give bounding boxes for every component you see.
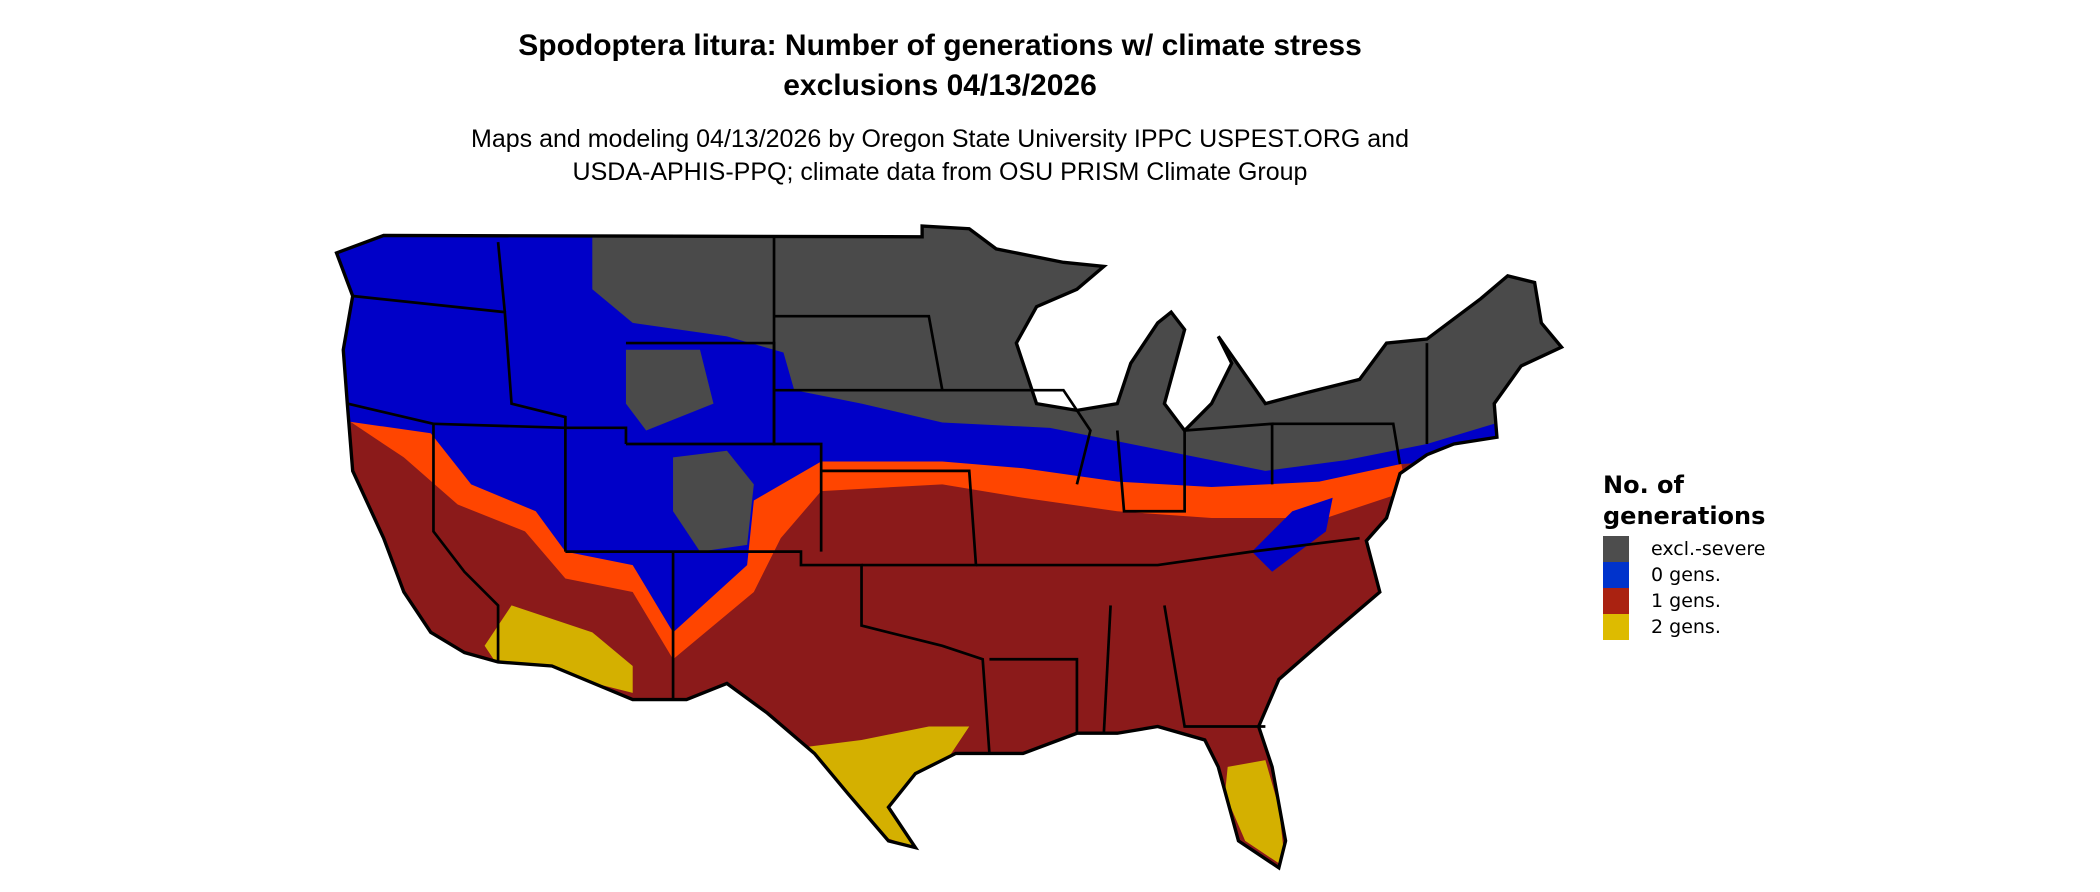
legend-item-excl-severe: excl.-severe	[1603, 536, 1766, 562]
state-borders	[347, 236, 1429, 754]
legend-label: 2 gens.	[1651, 616, 1721, 638]
map-title-line1: Spodoptera litura: Number of generations…	[518, 29, 1362, 62]
legend-item-2-gens: 2 gens.	[1603, 614, 1766, 640]
legend-swatch	[1603, 588, 1629, 614]
legend-item-0-gens: 0 gens.	[1603, 562, 1766, 588]
legend-label: excl.-severe	[1651, 538, 1766, 560]
legend-swatch	[1603, 614, 1629, 640]
map-subtitle-line1: Maps and modeling 04/13/2026 by Oregon S…	[471, 125, 1409, 153]
legend-item-1-gens: 1 gens.	[1603, 588, 1766, 614]
legend-title-line2: generations	[1603, 502, 1766, 530]
map-subtitle-line2: USDA-APHIS-PPQ; climate data from OSU PR…	[572, 158, 1308, 186]
legend-swatch	[1603, 536, 1629, 562]
map-title-line2: exclusions 04/13/2026	[783, 69, 1097, 102]
legend-swatch	[1603, 562, 1629, 588]
region-2-gen-texas	[807, 726, 970, 848]
legend: No. of generations excl.-severe 0 gens. …	[1603, 470, 1766, 640]
legend-label: 1 gens.	[1651, 590, 1721, 612]
region-excl-severe-idaho	[625, 349, 714, 431]
legend-title-line1: No. of	[1603, 471, 1684, 499]
region-0-gen-appalachia	[1251, 497, 1333, 572]
region-2-gen-florida	[1225, 760, 1286, 868]
legend-label: 0 gens.	[1651, 564, 1721, 586]
region-2-gen-southwest	[484, 605, 633, 693]
region-excl-severe-colorado	[673, 450, 754, 552]
